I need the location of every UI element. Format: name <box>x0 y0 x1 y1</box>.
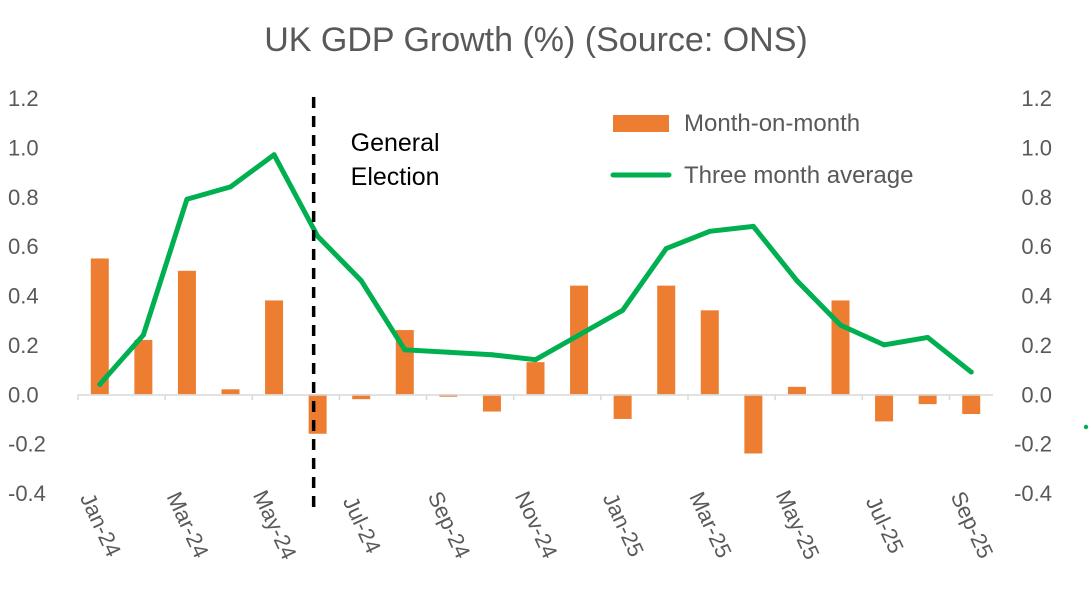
y-axis-right: 1.2 1.0 0.8 0.6 0.4 0.2 0.0 -0.2 -0.4 <box>1014 86 1052 506</box>
y-tick-label-left: 1.0 <box>8 135 39 160</box>
line-point-Jan-25 <box>620 307 626 313</box>
line-point-Feb-25 <box>663 246 669 252</box>
bar-Aug-25 <box>918 394 937 405</box>
y-tick-label-left: 1.2 <box>8 86 39 111</box>
y-tick-label-left: 0.6 <box>8 234 39 259</box>
bar-Jun-24 <box>308 394 327 434</box>
y-tick-label-left: 0.0 <box>8 382 39 407</box>
y-tick-label-left: -0.4 <box>8 481 46 506</box>
x-tick-label: Jan-25 <box>598 489 649 561</box>
x-tick-label: Jan-24 <box>75 489 126 561</box>
bar-Mar-24 <box>177 270 196 395</box>
line-point-Aug-24 <box>402 347 408 353</box>
bar-Jul-24 <box>352 394 371 400</box>
line-point-Mar-25 <box>707 228 713 234</box>
bar-Apr-25 <box>744 394 763 454</box>
x-axis-ticks: Jan-24 Mar-24 May-24 Jul-24 Sep-24 Nov-24 Jan-… <box>75 394 998 563</box>
bar-Sep-25 <box>962 394 981 414</box>
y-tick-label-right: -0.4 <box>1014 481 1052 506</box>
bar-series <box>90 258 981 454</box>
y-tick-label-right: 1.2 <box>1021 86 1052 111</box>
bar-Jan-24 <box>90 258 109 395</box>
stray-marker-dot <box>1083 424 1089 430</box>
line-point-Jan-24 <box>97 381 103 387</box>
x-tick-label: May-25 <box>771 486 825 563</box>
line-point-Apr-25 <box>750 223 756 229</box>
line-point-Feb-24 <box>140 332 146 338</box>
line-point-Dec-24 <box>576 332 582 338</box>
line-point-May-25 <box>794 278 800 284</box>
bar-Oct-24 <box>482 394 501 412</box>
x-tick-label: Sep-25 <box>946 487 999 562</box>
bar-Jul-25 <box>875 394 894 422</box>
legend-label-line: Three month average <box>684 162 913 189</box>
election-label: General <box>351 129 440 157</box>
line-point-Oct-24 <box>489 352 495 358</box>
line-point-Sep-25 <box>968 369 974 375</box>
bar-Nov-24 <box>526 362 545 395</box>
x-tick-label: Sep-24 <box>423 487 476 562</box>
y-tick-label-left: 0.4 <box>8 284 39 309</box>
y-tick-label-right: 0.2 <box>1021 333 1052 358</box>
bar-Feb-25 <box>657 285 676 395</box>
line-point-Aug-25 <box>925 334 931 340</box>
bar-Jan-25 <box>613 394 632 419</box>
bar-Dec-24 <box>570 285 589 395</box>
bar-Feb-24 <box>134 339 153 395</box>
y-tick-label-right: 0.4 <box>1021 284 1052 309</box>
chart-title: UK GDP Growth (%) (Source: ONS) <box>264 21 808 59</box>
line-point-Sep-24 <box>445 349 451 355</box>
line-point-Jun-25 <box>838 322 843 328</box>
x-tick-label: Nov-24 <box>510 487 563 562</box>
y-tick-label-right: 0.0 <box>1021 382 1052 407</box>
line-series <box>97 152 974 387</box>
legend: Month-on-month Three month average <box>610 110 1089 430</box>
line-point-Jun-24 <box>315 233 321 239</box>
y-tick-label-left: -0.2 <box>8 432 46 457</box>
y-tick-label-right: 0.8 <box>1021 185 1052 210</box>
y-tick-label-right: 0.6 <box>1021 234 1052 259</box>
election-annotation: General Election <box>311 97 440 510</box>
bar-Mar-25 <box>700 310 719 395</box>
x-tick-label: Mar-24 <box>162 488 214 562</box>
x-tick-label: Mar-25 <box>685 488 737 562</box>
line-point-Jul-25 <box>881 342 887 348</box>
bar-Jun-25 <box>831 300 850 395</box>
line-point-Jul-24 <box>358 278 364 284</box>
line-point-Mar-24 <box>184 196 190 202</box>
x-tick-label: Jul-24 <box>338 492 386 557</box>
y-tick-label-left: 0.2 <box>8 333 39 358</box>
x-tick-label: May-24 <box>248 486 302 563</box>
y-axis-left: 1.2 1.0 0.8 0.6 0.4 0.2 0.0 -0.2 -0.4 <box>8 86 46 506</box>
bar-May-24 <box>265 300 284 395</box>
y-tick-label-left: 0.8 <box>8 185 39 210</box>
line-point-Nov-24 <box>533 357 538 363</box>
election-label: Election <box>351 163 440 191</box>
bar-Apr-24 <box>221 389 240 395</box>
x-tick-label: Jul-25 <box>861 492 909 557</box>
line-point-May-24 <box>271 152 277 158</box>
y-tick-label-right: -0.2 <box>1014 432 1052 457</box>
line-point-Apr-24 <box>228 184 233 190</box>
legend-swatch-bar <box>613 115 669 132</box>
y-tick-label-right: 1.0 <box>1021 135 1052 160</box>
bar-May-25 <box>787 386 806 395</box>
legend-label-bar: Month-on-month <box>684 110 860 137</box>
